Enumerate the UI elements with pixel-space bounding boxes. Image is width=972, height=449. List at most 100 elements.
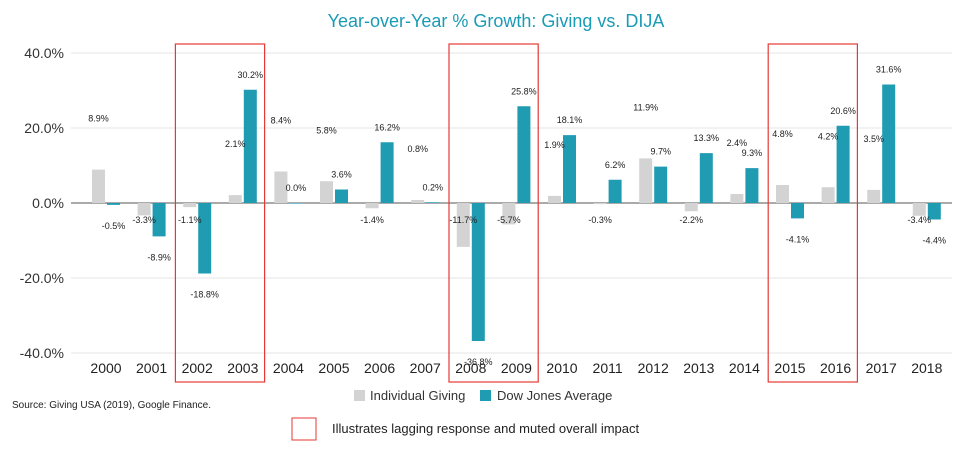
highlight-box: [448, 43, 539, 383]
legend-swatch-individual-giving: [354, 390, 365, 401]
x-category-label: 2015: [774, 360, 805, 376]
bar-individual-giving: [593, 203, 607, 205]
bar-dow-jones: [243, 89, 257, 203]
bar-dow-jones: [517, 106, 531, 203]
bar-individual-giving: [548, 195, 561, 203]
data-label: 8.4%: [271, 116, 292, 126]
bar-individual-giving: [730, 194, 744, 203]
data-label: -2.2%: [680, 215, 704, 225]
data-label: 4.8%: [772, 129, 793, 139]
bar-dow-jones: [882, 84, 896, 203]
data-label: 30.2%: [238, 70, 264, 80]
data-label: 2.1%: [225, 139, 246, 149]
chart-title: Year-over-Year % Growth: Giving vs. DIJA: [328, 11, 665, 31]
data-label: -3.4%: [908, 215, 932, 225]
bar-individual-giving: [867, 189, 881, 203]
x-category-label: 2017: [866, 360, 897, 376]
x-category-label: 2002: [182, 360, 213, 376]
x-axis-categories: 2000 2001 2002 2003 2004 2005 2006 2007 2008 2009…: [90, 360, 942, 376]
bar-dow-jones: [380, 142, 394, 203]
data-label: -4.4%: [923, 236, 947, 246]
bar-individual-giving: [411, 200, 425, 203]
bar-individual-giving: [228, 195, 242, 203]
y-tick-label: 40.0%: [24, 45, 64, 61]
highlight-key-box: [291, 417, 317, 441]
data-label: 18.1%: [557, 115, 583, 125]
x-category-label: 2012: [638, 360, 669, 376]
legend-swatch-dow-jones: [480, 390, 491, 401]
x-category-label: 2016: [820, 360, 851, 376]
bar-individual-giving: [320, 181, 333, 203]
data-label: 16.2%: [374, 122, 400, 132]
x-category-label: 2014: [729, 360, 760, 376]
bar-dow-jones: [471, 203, 485, 341]
bar-dow-jones: [654, 166, 668, 203]
data-label: -5.7%: [497, 215, 521, 225]
y-axis-ticks: 40.0% 20.0% 0.0% -20.0% -40.0%: [20, 45, 64, 361]
highlight-boxes: [174, 43, 859, 383]
data-label: 13.3%: [694, 133, 720, 143]
data-label: 0.0%: [286, 183, 307, 193]
data-label: 11.9%: [633, 102, 658, 112]
data-label: 8.9%: [88, 114, 109, 124]
bar-individual-giving: [821, 187, 835, 203]
x-category-label: 2013: [683, 360, 714, 376]
highlight-box: [174, 43, 266, 383]
bar-dow-jones: [927, 203, 941, 220]
bar-individual-giving: [639, 158, 653, 203]
bar-individual-giving: [274, 171, 288, 203]
data-label: 9.7%: [650, 147, 671, 157]
data-label: -1.1%: [178, 215, 202, 225]
data-label: 3.5%: [863, 134, 884, 144]
highlight-box: [767, 43, 859, 383]
data-label: 5.8%: [316, 125, 337, 135]
data-label: -36.8%: [464, 357, 493, 367]
bar-individual-giving: [502, 203, 516, 225]
x-category-label: 2001: [136, 360, 167, 376]
source-note: Source: Giving USA (2019), Google Financ…: [12, 400, 211, 411]
bar-individual-giving: [92, 169, 105, 203]
bar-individual-giving: [684, 203, 698, 212]
legend: Individual Giving Dow Jones Average: [354, 388, 612, 403]
x-category-label: 2011: [593, 360, 623, 376]
y-tick-label: -40.0%: [20, 345, 64, 361]
data-labels: 8.9% -0.5% -3.3% -8.9% -1.1% -18.8% 2.1% 30.2% 8…: [88, 65, 946, 368]
bar-individual-giving: [912, 203, 926, 216]
bar-dow-jones: [289, 203, 303, 204]
x-category-label: 2010: [546, 360, 577, 376]
legend-label-dow-jones: Dow Jones Average: [497, 388, 612, 403]
bar-dow-jones: [198, 203, 212, 274]
data-label: -8.9%: [147, 252, 171, 262]
data-label: -4.1%: [786, 234, 810, 244]
y-tick-label: 20.0%: [24, 120, 64, 136]
data-label: 4.2%: [818, 131, 839, 141]
data-label: 1.9%: [544, 140, 565, 150]
bars: [92, 84, 941, 341]
highlight-key: Illustrates lagging response and muted o…: [291, 417, 640, 441]
x-category-label: 2003: [227, 360, 258, 376]
legend-label-individual-giving: Individual Giving: [370, 388, 465, 403]
data-label: -0.3%: [588, 215, 612, 225]
x-category-label: 2009: [501, 360, 532, 376]
data-label: 3.6%: [331, 170, 352, 180]
data-label: 25.8%: [511, 86, 537, 96]
bar-dow-jones: [335, 189, 348, 203]
x-category-label: 2000: [90, 360, 121, 376]
x-category-label: 2018: [911, 360, 942, 376]
bar-individual-giving: [137, 203, 151, 216]
data-label: -3.3%: [132, 215, 156, 225]
data-label: -18.8%: [190, 290, 219, 300]
bar-dow-jones: [699, 153, 713, 203]
bar-dow-jones: [836, 125, 850, 203]
data-label: 9.3%: [742, 148, 763, 158]
data-label: 0.8%: [407, 144, 428, 154]
data-label: -11.7%: [449, 215, 477, 225]
bar-dow-jones: [791, 203, 804, 219]
data-label: 0.2%: [422, 182, 443, 192]
data-label: 6.2%: [605, 160, 626, 170]
bar-individual-giving: [183, 203, 197, 208]
bar-dow-jones: [608, 179, 622, 203]
x-category-label: 2008: [455, 360, 486, 376]
bar-dow-jones: [107, 203, 120, 205]
